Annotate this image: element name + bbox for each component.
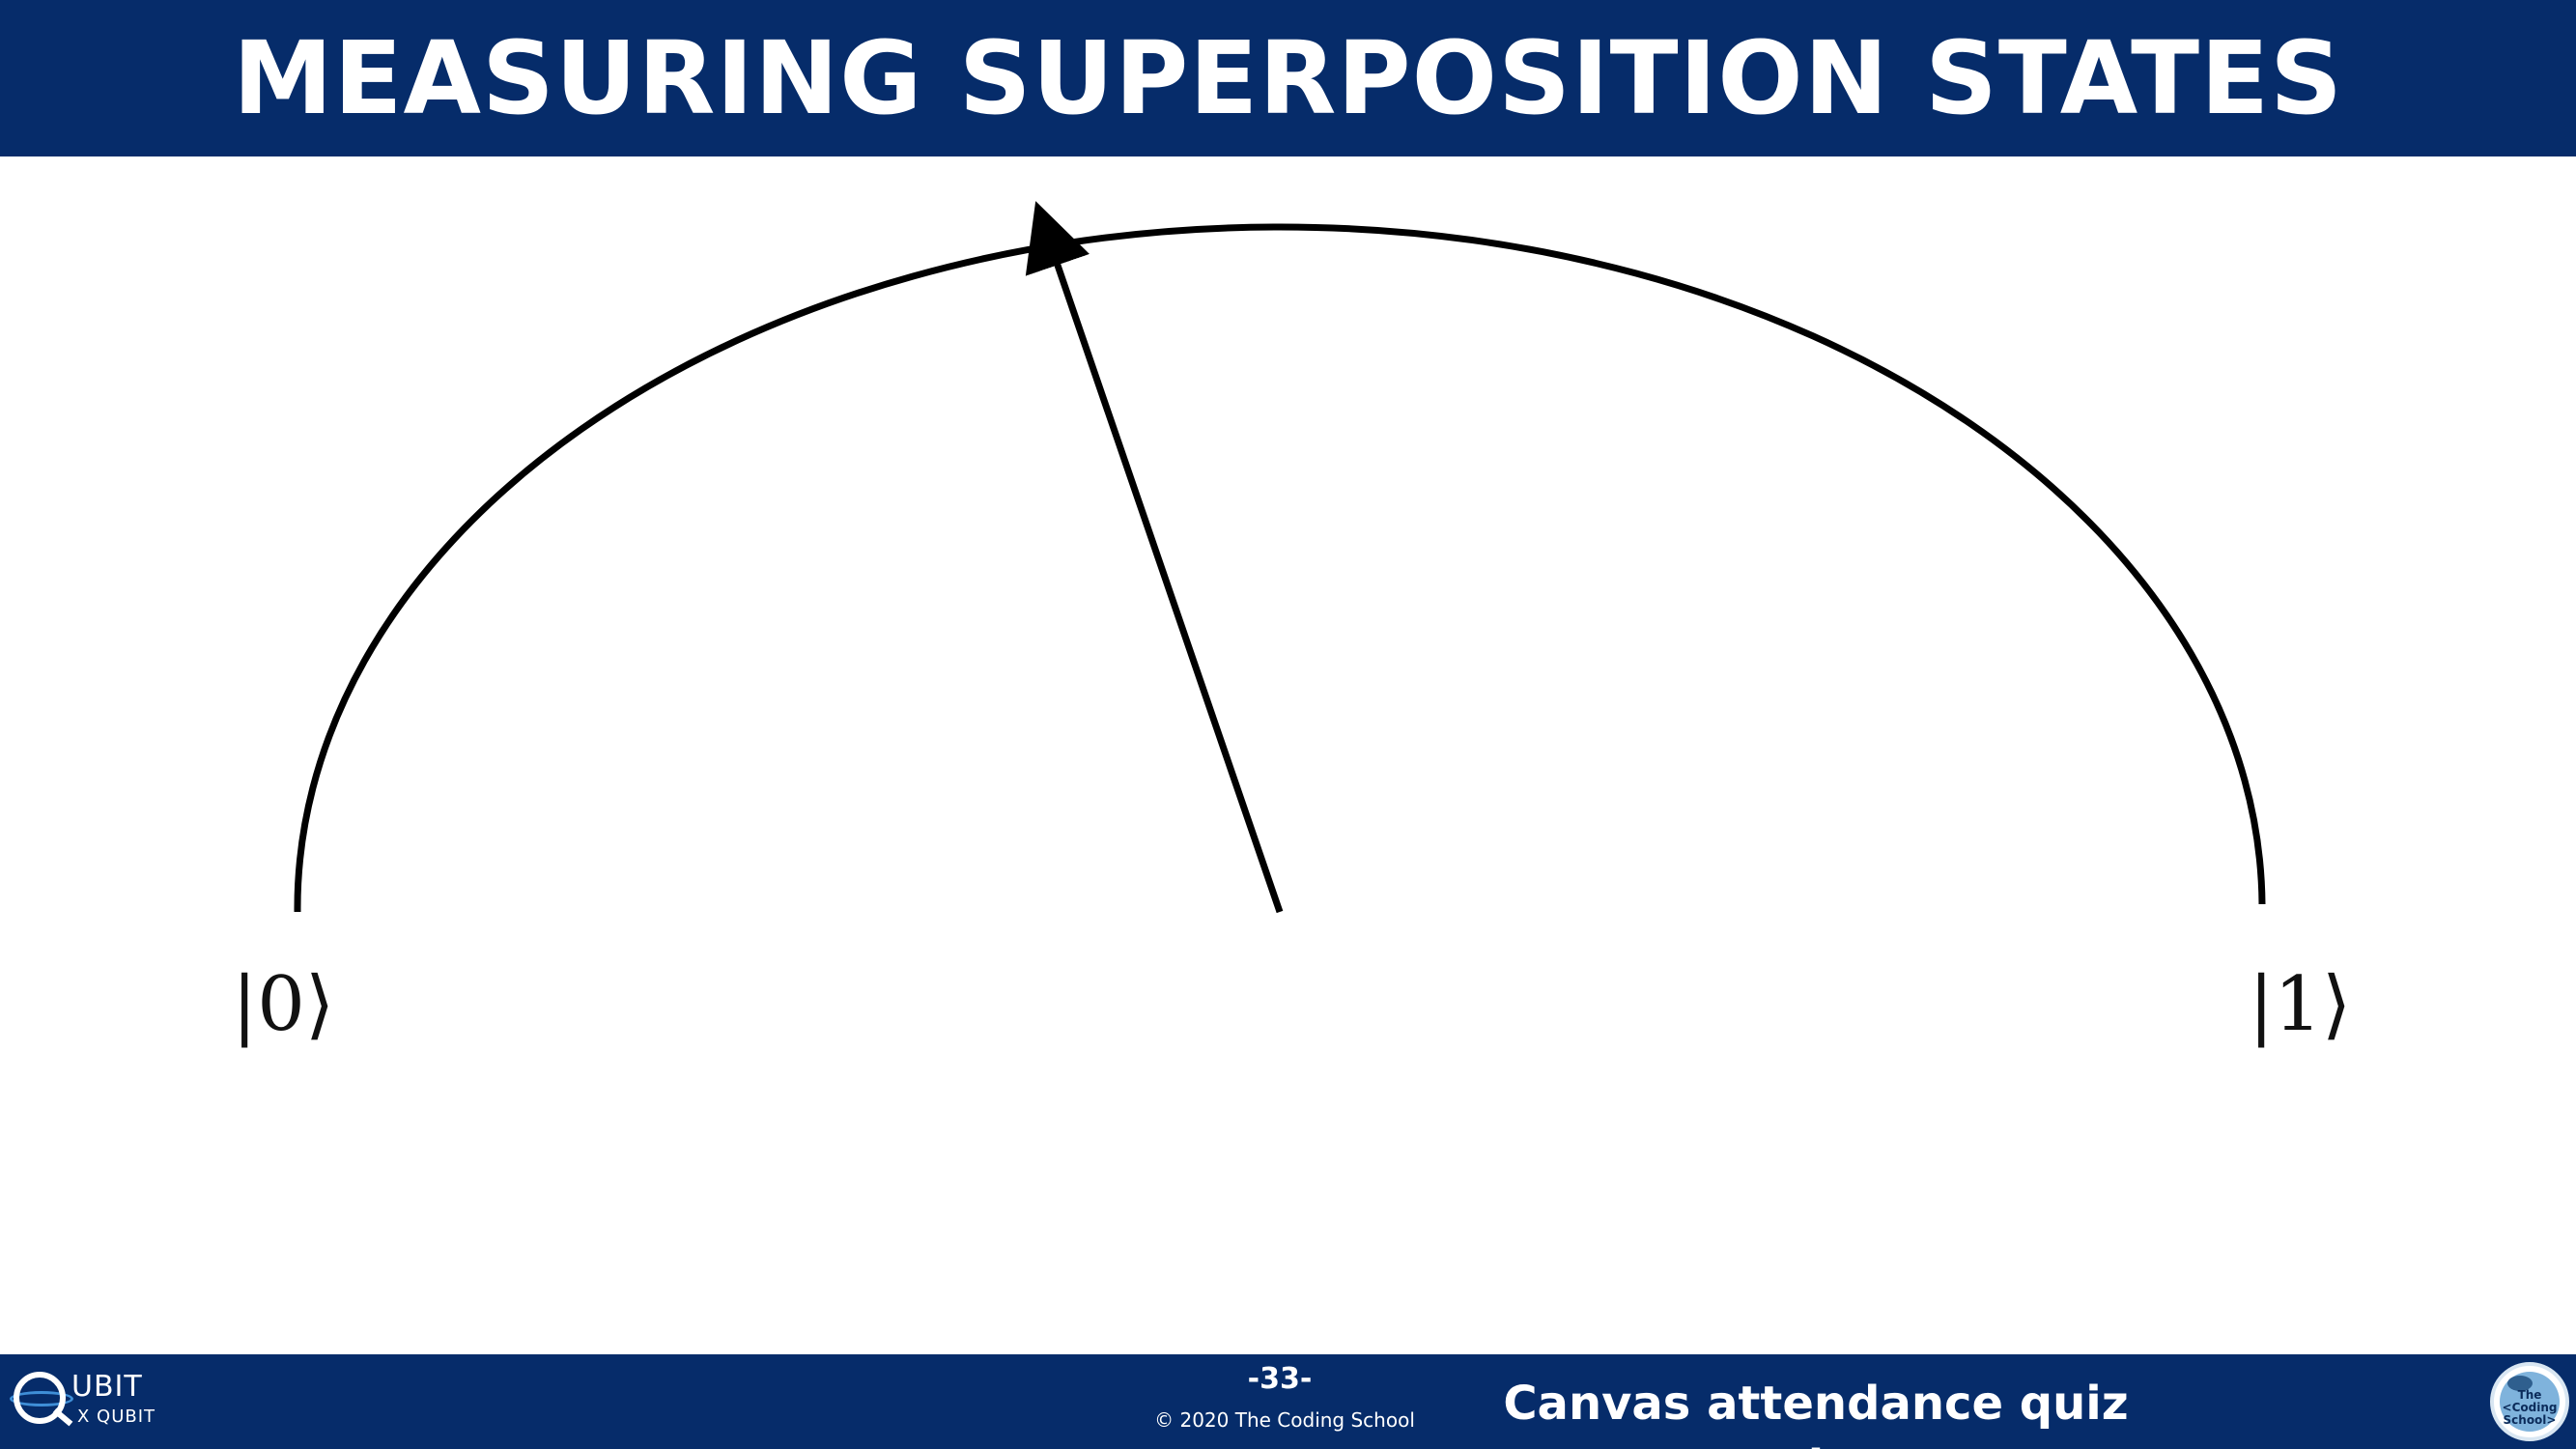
ket-one-label: |1⟩ (2249, 961, 2352, 1048)
canvas-attendance-note: Canvas attendance quiz l (1468, 1372, 2164, 1449)
globe-land-shape (2507, 1376, 2533, 1391)
logo-q-ring (14, 1372, 66, 1424)
school-logo-text: The <Coding School> (2502, 1388, 2558, 1427)
measurement-diagram (294, 201, 2266, 914)
logo-wordmark: UBIT (71, 1370, 143, 1404)
canvas-note-line2: l (1468, 1435, 2164, 1449)
footer-bar: UBIT X QUBIT -33- © 2020 The Coding Scho… (0, 1354, 2576, 1449)
coding-school-globe-icon: The <Coding School> (2490, 1362, 2569, 1441)
page-number: -33- (1247, 1362, 1313, 1396)
ket-zero-label: |0⟩ (232, 961, 335, 1048)
copyright-text: © 2020 The Coding School (1154, 1408, 1415, 1432)
canvas-note-line1: Canvas attendance quiz (1503, 1377, 2129, 1431)
logo-subtext: X QUBIT (77, 1406, 156, 1427)
title-bar: MEASURING SUPERPOSITION STATES (0, 0, 2576, 156)
qubit-by-qubit-logo-icon: UBIT X QUBIT (10, 1368, 164, 1435)
slide-title: MEASURING SUPERPOSITION STATES (232, 19, 2344, 137)
state-vector-arrow (1025, 201, 1284, 914)
measurement-arc (294, 223, 2266, 913)
